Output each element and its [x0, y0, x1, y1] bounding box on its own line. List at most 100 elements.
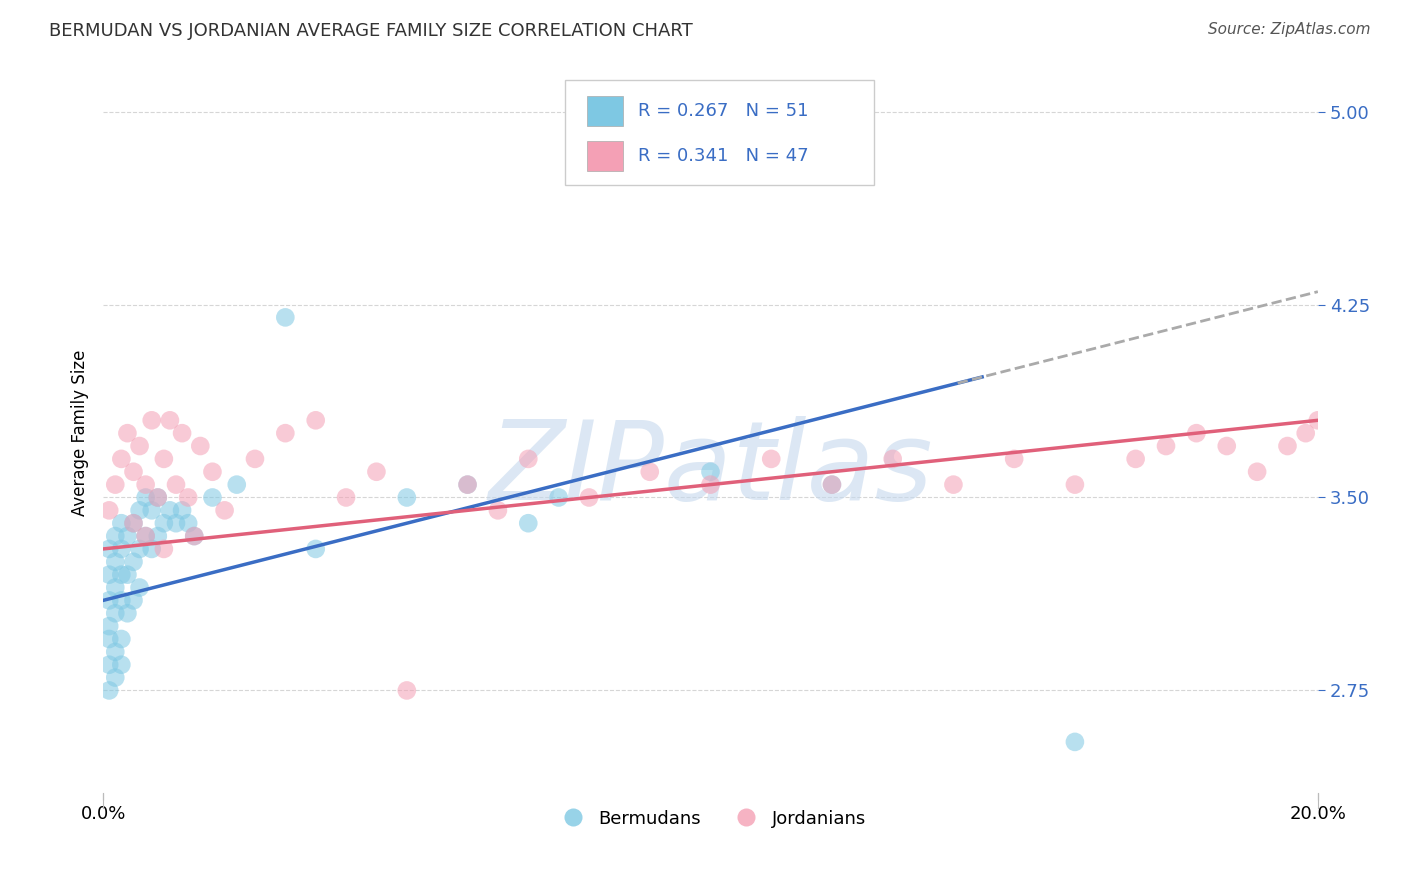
Point: [699, 477, 721, 491]
Point: [117, 529, 139, 543]
Point: [942, 477, 965, 491]
Point: [146, 491, 169, 505]
Point: [1002, 451, 1025, 466]
Point: [104, 671, 127, 685]
Point: [117, 607, 139, 621]
Point: [135, 529, 157, 543]
Point: [98, 619, 121, 633]
Point: [517, 451, 540, 466]
Point: [128, 581, 150, 595]
Legend: Bermudans, Jordanians: Bermudans, Jordanians: [548, 802, 873, 835]
Point: [98, 593, 121, 607]
Point: [135, 491, 157, 505]
Point: [104, 477, 127, 491]
Point: [159, 503, 181, 517]
Point: [153, 516, 176, 531]
Point: [335, 491, 357, 505]
Point: [172, 503, 194, 517]
Point: [128, 439, 150, 453]
Point: [104, 529, 127, 543]
Point: [366, 465, 388, 479]
Point: [395, 491, 418, 505]
Point: [486, 503, 509, 517]
Point: [104, 555, 127, 569]
Point: [821, 477, 844, 491]
Point: [243, 451, 266, 466]
Point: [395, 683, 418, 698]
Point: [122, 555, 145, 569]
Point: [1306, 413, 1329, 427]
Point: [1246, 465, 1268, 479]
Point: [457, 477, 479, 491]
Point: [98, 567, 121, 582]
Point: [188, 439, 211, 453]
Point: [578, 491, 600, 505]
Point: [98, 503, 121, 517]
Point: [128, 541, 150, 556]
Point: [110, 451, 132, 466]
Point: [153, 451, 176, 466]
Point: [117, 567, 139, 582]
Point: [122, 593, 145, 607]
Point: [183, 529, 205, 543]
Point: [638, 465, 661, 479]
Point: [225, 477, 247, 491]
Text: BERMUDAN VS JORDANIAN AVERAGE FAMILY SIZE CORRELATION CHART: BERMUDAN VS JORDANIAN AVERAGE FAMILY SIZ…: [49, 22, 693, 40]
Point: [98, 632, 121, 646]
Point: [305, 413, 328, 427]
Point: [201, 465, 224, 479]
Point: [117, 426, 139, 441]
Point: [110, 657, 132, 672]
Point: [761, 451, 783, 466]
Point: [1216, 439, 1239, 453]
Point: [128, 503, 150, 517]
Text: R = 0.267   N = 51: R = 0.267 N = 51: [637, 103, 808, 120]
Point: [122, 516, 145, 531]
Point: [141, 541, 163, 556]
Point: [517, 516, 540, 531]
Point: [110, 593, 132, 607]
Text: Source: ZipAtlas.com: Source: ZipAtlas.com: [1208, 22, 1371, 37]
Point: [1154, 439, 1177, 453]
Point: [183, 529, 205, 543]
Point: [821, 477, 844, 491]
Point: [141, 413, 163, 427]
FancyBboxPatch shape: [565, 80, 875, 185]
Point: [110, 516, 132, 531]
Point: [214, 503, 236, 517]
Point: [104, 607, 127, 621]
Point: [177, 516, 200, 531]
Point: [177, 491, 200, 505]
Point: [104, 581, 127, 595]
Point: [122, 465, 145, 479]
Point: [110, 567, 132, 582]
Point: [1064, 477, 1087, 491]
Point: [110, 541, 132, 556]
Point: [98, 683, 121, 698]
Point: [153, 541, 176, 556]
Point: [159, 413, 181, 427]
Point: [172, 426, 194, 441]
Point: [146, 529, 169, 543]
Point: [1064, 735, 1087, 749]
Point: [146, 491, 169, 505]
Point: [141, 503, 163, 517]
Point: [1295, 426, 1317, 441]
Point: [110, 632, 132, 646]
Point: [104, 645, 127, 659]
Point: [547, 491, 569, 505]
Text: R = 0.341   N = 47: R = 0.341 N = 47: [637, 147, 808, 165]
Point: [882, 451, 904, 466]
Point: [122, 516, 145, 531]
Point: [165, 477, 187, 491]
Point: [1185, 426, 1208, 441]
FancyBboxPatch shape: [586, 96, 623, 127]
Point: [274, 426, 297, 441]
Point: [305, 541, 328, 556]
Point: [274, 310, 297, 325]
Point: [135, 477, 157, 491]
Point: [98, 541, 121, 556]
Point: [1277, 439, 1299, 453]
Y-axis label: Average Family Size: Average Family Size: [72, 350, 89, 516]
Point: [165, 516, 187, 531]
